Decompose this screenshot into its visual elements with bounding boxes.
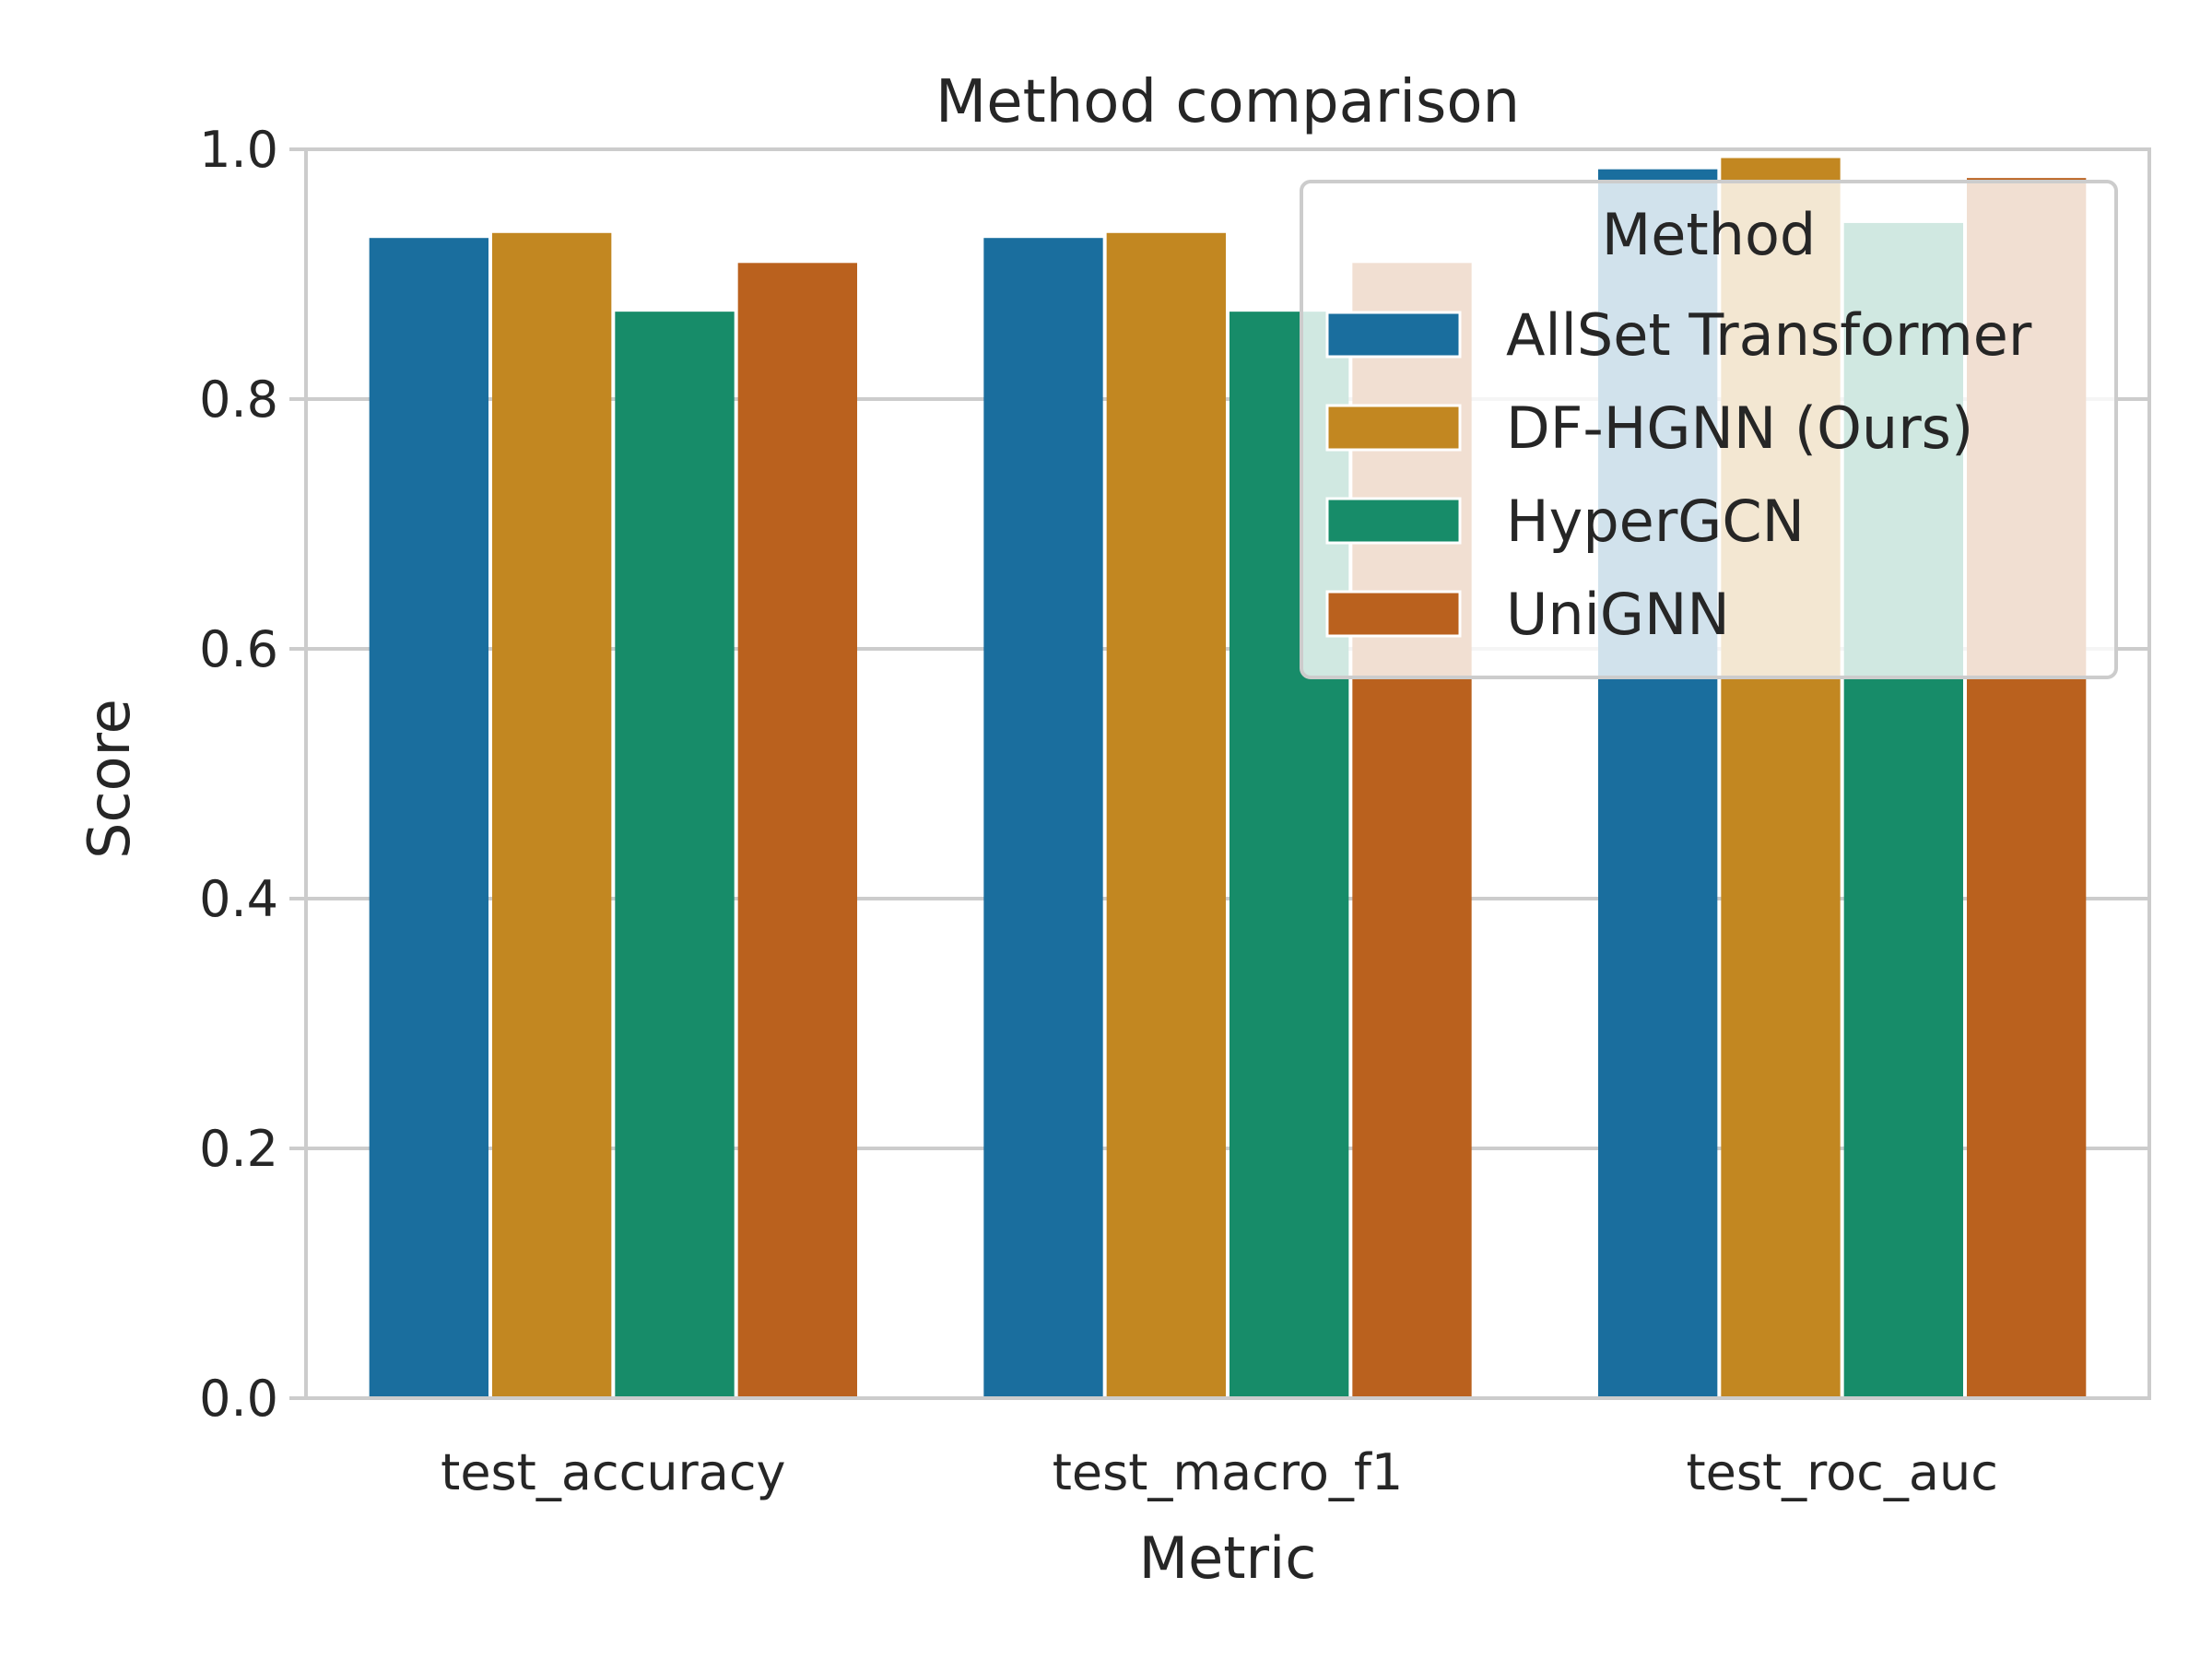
x-tick-label: test_accuracy (441, 1443, 785, 1501)
y-tick-label: 0.4 (199, 870, 278, 928)
y-axis-ticks: 0.0 0.2 0.4 0.6 0.8 1.0 (199, 121, 306, 1428)
legend-entry-label: AllSet Transformer (1506, 301, 2032, 369)
bar (983, 238, 1103, 1399)
bar (737, 263, 857, 1399)
bar (1106, 232, 1226, 1398)
plot-frame (304, 147, 2151, 1400)
y-tick-label: 1.0 (199, 121, 278, 179)
legend-entry-label: DF-HGNN (Ours) (1506, 394, 1973, 462)
y-tick-label: 0.0 (199, 1370, 278, 1428)
bar (615, 312, 735, 1398)
y-tick-label: 0.8 (199, 371, 278, 429)
y-tick-label: 0.6 (199, 620, 278, 678)
y-tick-label: 0.2 (199, 1120, 278, 1178)
legend-title: Method (1602, 201, 1817, 268)
legend-swatch (1325, 590, 1462, 638)
legend-swatch (1325, 404, 1462, 452)
bar (369, 238, 488, 1399)
x-tick-label: test_roc_auc (1686, 1443, 1997, 1501)
legend: Method AllSet Transformer DF-HGNN (Ours) Hy… (1300, 180, 2118, 679)
legend-box (1300, 180, 2118, 679)
legend-entry-label: HyperGCN (1506, 488, 1805, 555)
x-axis-ticks: test_accuracy test_macro_f1 test_roc_auc (441, 1443, 1998, 1501)
y-axis-label: Score (76, 699, 143, 859)
legend-swatch (1325, 311, 1462, 359)
legend-swatch (1325, 497, 1462, 545)
legend-entry-label: UniGNN (1506, 581, 1730, 648)
x-axis-label: Metric (1139, 1524, 1317, 1592)
bars (369, 158, 2087, 1399)
chart-title: Method comparison (935, 68, 1520, 136)
bar (492, 232, 612, 1398)
x-tick-label: test_macro_f1 (1053, 1443, 1404, 1501)
